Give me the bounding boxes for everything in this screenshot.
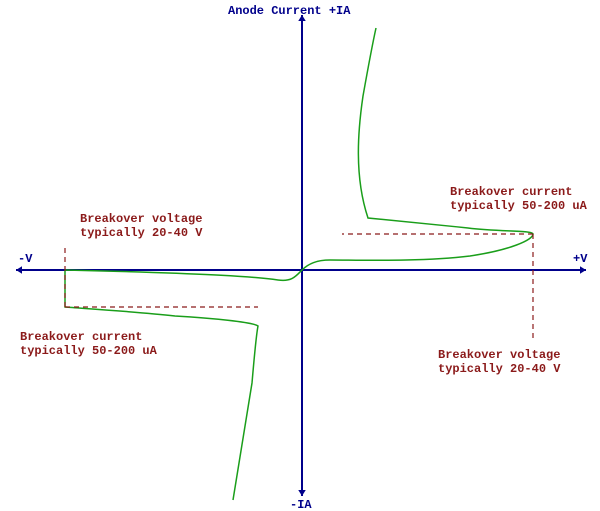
y-axis-arrow-down <box>298 490 306 496</box>
y-axis-negative-label: -IA <box>290 498 312 511</box>
y-axis-positive-label: Anode Current +IA <box>228 4 351 18</box>
annot-q3-current: Breakover current typically 50-200 uA <box>20 330 158 358</box>
x-axis-negative-label: -V <box>18 252 33 266</box>
annot-q3-voltage: Breakover voltage typically 20-40 V <box>80 212 210 240</box>
x-axis-positive-label: +V <box>573 252 588 266</box>
iv-curve <box>65 28 533 500</box>
annot-q1-current: Breakover current typically 50-200 uA <box>450 185 588 213</box>
x-axis-arrow-left <box>16 266 22 274</box>
iv-characteristic-diagram: +V -V Anode Current +IA -IA Breakover cu… <box>0 0 600 511</box>
x-axis-arrow-right <box>580 266 586 274</box>
annot-q1-voltage: Breakover voltage typically 20-40 V <box>438 348 568 376</box>
